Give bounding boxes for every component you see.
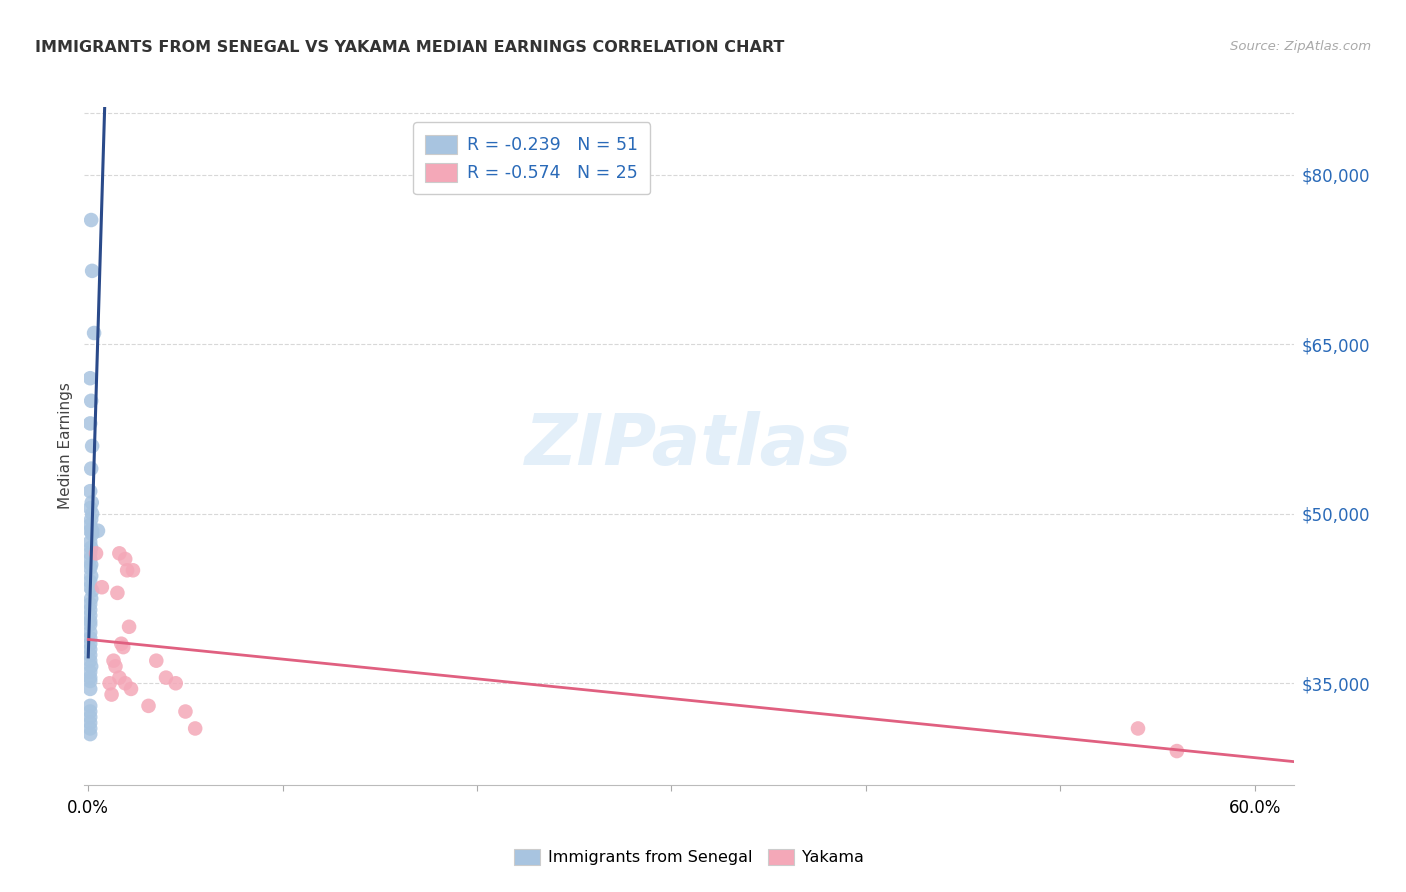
Point xyxy=(82,524,104,538)
Point xyxy=(79,501,101,516)
Text: IMMIGRANTS FROM SENEGAL VS YAKAMA MEDIAN EARNINGS CORRELATION CHART: IMMIGRANTS FROM SENEGAL VS YAKAMA MEDIAN… xyxy=(35,40,785,55)
Point xyxy=(79,705,101,719)
Point xyxy=(80,591,103,606)
Point xyxy=(115,563,138,577)
Point xyxy=(79,631,101,645)
Point xyxy=(79,524,101,538)
Point xyxy=(79,681,101,696)
Point xyxy=(145,654,167,668)
Point xyxy=(100,688,122,702)
Point xyxy=(79,535,101,549)
Point xyxy=(79,552,101,566)
Point xyxy=(104,659,127,673)
Point xyxy=(80,541,103,555)
Point xyxy=(80,558,103,572)
Point xyxy=(79,371,101,385)
Point xyxy=(108,546,131,560)
Point xyxy=(110,637,132,651)
Point xyxy=(155,671,177,685)
Point xyxy=(165,676,187,690)
Point xyxy=(79,518,101,533)
Text: Source: ZipAtlas.com: Source: ZipAtlas.com xyxy=(1230,40,1371,54)
Point xyxy=(79,698,101,713)
Point xyxy=(79,710,101,724)
Point xyxy=(87,524,110,538)
Point xyxy=(83,326,105,340)
Point xyxy=(108,671,131,685)
Point xyxy=(79,665,101,679)
Point xyxy=(79,603,101,617)
Point xyxy=(79,484,101,499)
Point xyxy=(80,495,103,509)
Text: ZIPatlas: ZIPatlas xyxy=(526,411,852,481)
Point xyxy=(80,393,103,408)
Point xyxy=(174,705,197,719)
Y-axis label: Median Earnings: Median Earnings xyxy=(58,383,73,509)
Point xyxy=(79,597,101,611)
Point xyxy=(79,671,101,685)
Point xyxy=(79,715,101,730)
Point xyxy=(80,461,103,475)
Point xyxy=(82,264,104,278)
Point xyxy=(79,648,101,662)
Point xyxy=(79,617,101,632)
Point xyxy=(80,512,103,526)
Point xyxy=(118,620,141,634)
Point xyxy=(79,654,101,668)
Point xyxy=(114,552,136,566)
Point xyxy=(79,673,101,688)
Legend: Immigrants from Senegal, Yakama: Immigrants from Senegal, Yakama xyxy=(508,843,870,871)
Point xyxy=(79,642,101,657)
Point xyxy=(1126,722,1149,736)
Point xyxy=(98,676,121,690)
Point xyxy=(112,640,135,654)
Point xyxy=(114,676,136,690)
Point xyxy=(79,608,101,623)
Point xyxy=(122,563,145,577)
Point xyxy=(79,574,101,589)
Point xyxy=(79,580,101,594)
Point xyxy=(82,583,104,598)
Point xyxy=(80,659,103,673)
Point xyxy=(184,722,207,736)
Point xyxy=(79,722,101,736)
Point xyxy=(1166,744,1188,758)
Point xyxy=(82,507,104,521)
Point xyxy=(107,586,129,600)
Point xyxy=(120,681,142,696)
Point xyxy=(79,727,101,741)
Point xyxy=(90,580,112,594)
Point xyxy=(80,213,103,227)
Point xyxy=(80,569,103,583)
Point xyxy=(79,637,101,651)
Point xyxy=(79,417,101,431)
Point xyxy=(79,546,101,560)
Point xyxy=(82,527,104,541)
Point xyxy=(84,546,107,560)
Point xyxy=(79,561,101,575)
Point xyxy=(103,654,125,668)
Point xyxy=(82,439,104,453)
Point xyxy=(79,625,101,640)
Point xyxy=(138,698,160,713)
Point xyxy=(79,614,101,628)
